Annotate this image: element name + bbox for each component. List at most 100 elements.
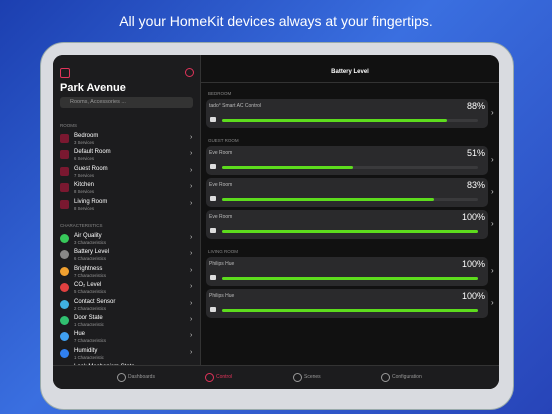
device-name: Philips Hue	[209, 261, 235, 267]
device-name: Eve Room	[209, 214, 233, 220]
chevron: ›	[491, 187, 494, 196]
row-icon	[60, 299, 69, 309]
sidebar: Park Avenue Rooms, Accessories ... ROOMS…	[53, 55, 201, 375]
row-detail: 7 Services	[74, 172, 95, 178]
battery-icon	[210, 117, 216, 122]
chevron: ›	[190, 316, 193, 323]
row-detail: 3 Characteristics	[74, 240, 106, 245]
chevron: ›	[491, 266, 494, 275]
detail-title: Battery Level	[331, 69, 369, 75]
device-name: Eve Room	[209, 150, 233, 156]
device-name: Eve Room	[209, 182, 233, 188]
row-name: Living Room	[74, 198, 108, 205]
sidebar-row[interactable]: Door State 1 Characteristic ›	[53, 313, 200, 329]
battery-label: 51%	[466, 148, 485, 158]
row-name: Brightness	[74, 265, 103, 272]
sidebar-row[interactable]: Bedroom 3 Services ›	[53, 131, 200, 147]
tab-label: Configuration	[392, 374, 422, 380]
battery-label: 100%	[461, 259, 485, 269]
section-header: LIVING ROOM	[208, 249, 239, 254]
section-header: GUEST ROOM	[208, 138, 239, 143]
battery-bar	[222, 165, 353, 169]
headline: All your HomeKit devices always at your …	[119, 13, 433, 29]
row-detail: 3 Services	[74, 140, 95, 145]
battery-card[interactable]: tado° Smart AC Control 88%	[206, 99, 488, 128]
row-name: Kitchen	[74, 182, 95, 189]
row-name: Air Quality	[74, 233, 102, 239]
chevron: ›	[190, 183, 193, 191]
row-name: Hue	[74, 331, 86, 338]
row-detail: 5 Characteristics	[74, 289, 106, 295]
battery-track	[222, 165, 478, 169]
battery-card[interactable]: Philips Hue 100%	[206, 257, 488, 286]
battery-label: 100%	[461, 291, 485, 301]
battery-icon	[210, 196, 216, 201]
battery-bar	[222, 276, 478, 280]
tab-icon	[117, 373, 126, 382]
row-icon	[60, 250, 69, 260]
battery-track	[222, 229, 478, 233]
sidebar-row[interactable]: Humidity 1 Characteristic ›	[53, 346, 200, 362]
row-name: Battery Level	[74, 249, 110, 256]
battery-card[interactable]: Eve Room 51%	[206, 146, 488, 175]
search-field[interactable]: Rooms, Accessories ...	[60, 97, 193, 108]
divider	[201, 82, 499, 83]
row-icon	[60, 348, 69, 358]
row-detail: 8 Services	[74, 205, 95, 211]
battery-bar	[222, 229, 478, 233]
row-detail: 7 Characteristics	[74, 272, 106, 278]
battery-label: 88%	[466, 101, 485, 111]
battery-icon	[210, 275, 216, 280]
chevron: ›	[190, 134, 193, 141]
row-name: Bedroom	[74, 133, 99, 139]
sidebar-row[interactable]: Brightness 7 Characteristics ›	[53, 264, 200, 280]
chevron: ›	[190, 250, 193, 258]
battery-card[interactable]: Eve Room 83%	[206, 178, 488, 207]
sidebar-row[interactable]: Contact Sensor 2 Characteristics ›	[53, 297, 200, 313]
device-name: Philips Hue	[209, 293, 235, 299]
chevron: ›	[190, 332, 193, 340]
battery-card[interactable]: Philips Hue 100%	[206, 289, 488, 318]
row-name: Default Room	[74, 149, 111, 156]
row-detail: 8 Services	[74, 189, 95, 195]
battery-track	[222, 308, 478, 312]
row-icon	[60, 332, 69, 342]
sidebar-title: Park Avenue	[60, 82, 126, 94]
chevron: ›	[491, 155, 494, 164]
battery-icon	[210, 164, 216, 169]
tab-icon	[293, 373, 302, 382]
detail-pane: Battery Level BEDROOM tado° Smart AC Cont…	[201, 55, 499, 365]
row-icon	[60, 316, 69, 325]
chevron: ›	[491, 298, 494, 307]
tab-label: Control	[216, 374, 233, 380]
row-name: Humidity	[74, 347, 98, 354]
search-placeholder: Rooms, Accessories ...	[70, 99, 126, 105]
battery-label: 100%	[461, 212, 485, 222]
chevron: ›	[491, 108, 494, 117]
sidebar-row[interactable]: CO₂ Level 5 Characteristics ›	[53, 280, 200, 296]
section-header: ROOMS	[60, 123, 78, 128]
sidebar-row[interactable]: Kitchen 8 Services ›	[53, 180, 200, 196]
battery-label: 83%	[466, 180, 485, 190]
sidebar-row[interactable]: Hue 7 Characteristics ›	[53, 329, 200, 345]
battery-bar	[222, 308, 478, 312]
device-name: tado° Smart AC Control	[209, 103, 262, 109]
chevron: ›	[190, 283, 193, 291]
tab-label: Scenes	[304, 374, 321, 380]
sidebar-row[interactable]: Air Quality 3 Characteristics ›	[53, 231, 200, 247]
sidebar-row[interactable]: Battery Level 6 Characteristics ›	[53, 247, 200, 263]
sidebar-row[interactable]: Guest Room 7 Services ›	[53, 164, 200, 180]
battery-card[interactable]: Eve Room 100%	[206, 210, 488, 239]
sidebar-row[interactable]: Default Room 6 Services ›	[53, 147, 200, 163]
tab-label: Dashboards	[128, 374, 155, 380]
sidebar-row[interactable]: Living Room 8 Services ›	[53, 197, 200, 213]
row-name: Contact Sensor	[74, 298, 116, 305]
home-icon[interactable]	[60, 68, 70, 78]
row-icon	[60, 283, 69, 293]
screen: 9:41 Tue Jan 9 100% Park Avenue Rooms, A…	[53, 55, 499, 389]
battery-track	[222, 118, 478, 122]
settings-icon[interactable]	[185, 68, 194, 77]
battery-track	[222, 276, 478, 280]
row-icon	[60, 234, 69, 243]
